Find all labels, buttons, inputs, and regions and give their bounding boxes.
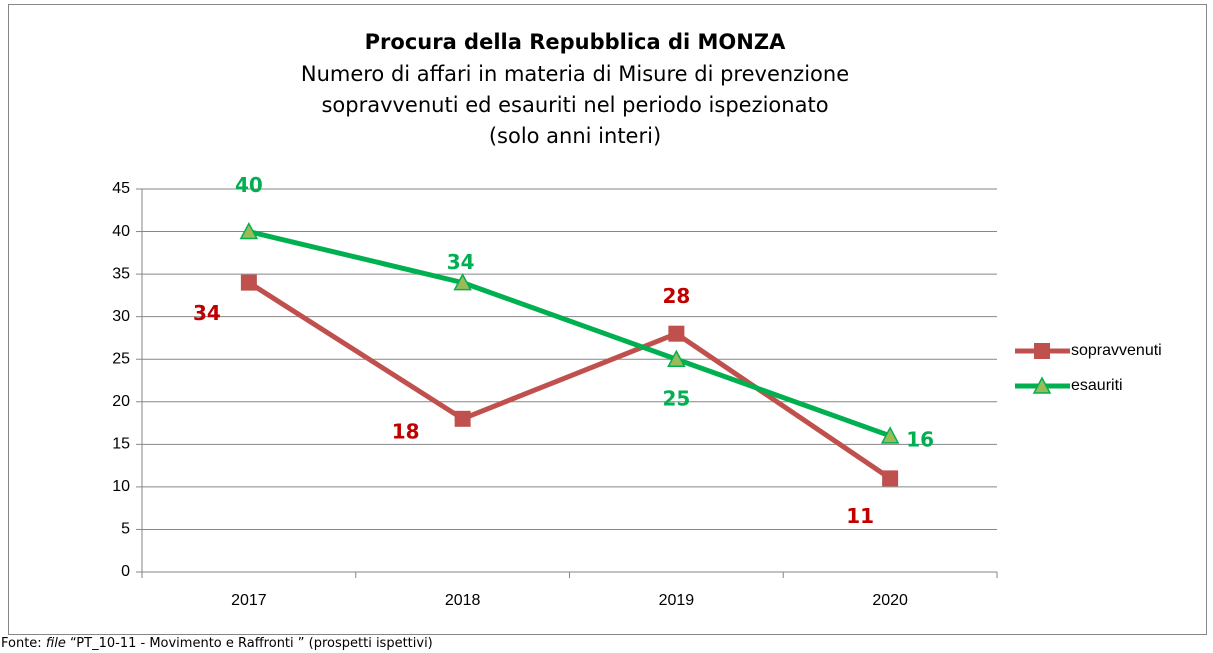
y-tick-label: 30 xyxy=(112,308,130,325)
y-tick-label: 15 xyxy=(112,436,130,453)
data-point xyxy=(454,410,471,427)
data-point xyxy=(668,325,685,342)
data-label: 11 xyxy=(846,504,874,528)
x-tick-label: 2019 xyxy=(659,592,695,609)
data-label: 16 xyxy=(906,427,934,451)
source-text: “PT_10-11 - Movimento e Raffronti ” (pro… xyxy=(66,636,433,651)
data-point xyxy=(882,470,899,487)
data-label: 25 xyxy=(662,387,690,411)
source-note: Fonte: file “PT_10-11 - Movimento e Raff… xyxy=(1,636,433,651)
data-point xyxy=(880,426,900,444)
data-label: 28 xyxy=(662,284,690,308)
chart-subtitle: Numero di affari in materia di Misure di… xyxy=(301,62,849,86)
series-line xyxy=(247,280,892,481)
series-line xyxy=(248,229,891,439)
data-point xyxy=(239,221,259,240)
data-label: 18 xyxy=(392,419,420,443)
legend-label: sopravvenuti xyxy=(1071,342,1162,359)
legend-marker xyxy=(1032,376,1052,394)
data-point xyxy=(240,274,257,291)
data-point xyxy=(453,273,472,291)
source-text: file xyxy=(46,636,66,651)
x-tick-label: 2017 xyxy=(231,592,267,609)
y-tick-label: 20 xyxy=(112,393,130,410)
data-label: 40 xyxy=(235,173,263,197)
y-tick-label: 0 xyxy=(121,563,130,580)
y-tick-label: 25 xyxy=(112,350,130,367)
y-tick-label: 5 xyxy=(121,521,130,538)
legend-marker xyxy=(1034,343,1050,359)
chart-title: Procura della Repubblica di MONZA xyxy=(365,30,786,54)
x-tick-label: 2020 xyxy=(872,592,908,609)
y-tick-label: 45 xyxy=(112,180,130,197)
source-text: Fonte: xyxy=(1,636,46,651)
data-label: 34 xyxy=(193,301,221,325)
x-tick-label: 2018 xyxy=(445,592,481,609)
y-tick-label: 35 xyxy=(112,265,130,282)
data-label: 34 xyxy=(447,250,475,274)
chart-subtitle: sopravvenuti ed esauriti nel periodo isp… xyxy=(321,93,828,117)
legend-label: esauriti xyxy=(1071,377,1123,394)
y-tick-label: 10 xyxy=(112,478,130,495)
data-point xyxy=(667,349,686,367)
chart-subtitle: (solo anni interi) xyxy=(489,124,661,148)
y-tick-label: 40 xyxy=(112,223,130,240)
